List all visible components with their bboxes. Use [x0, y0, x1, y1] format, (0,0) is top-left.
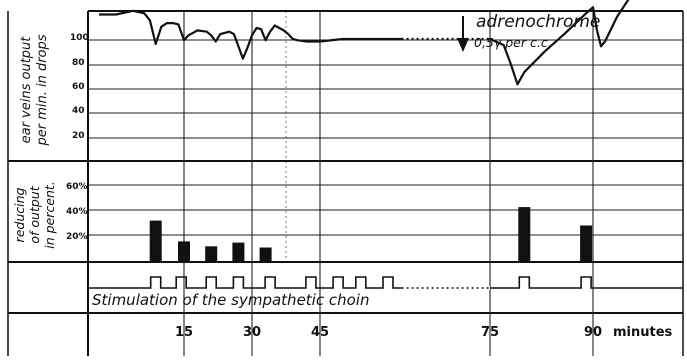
x-tick-labels: 15 30 45 75 90: [175, 325, 602, 340]
output-ylabel-line2: per min. in drops: [35, 34, 50, 146]
adrenochrome-label: adrenochrome: [476, 12, 600, 32]
output-ytick-60: 60: [72, 82, 85, 92]
reduction-bar-4: [259, 247, 272, 261]
output-ytick-20: 20: [72, 131, 85, 141]
reduction-bar-6: [580, 225, 593, 261]
x-tick-15: 15: [175, 325, 193, 340]
reduction-ylabel-line1: reducing: [12, 187, 27, 242]
stimulation-pulse-2: [206, 277, 216, 288]
stimulation-pulse-3: [233, 277, 243, 288]
reduction-ytick-20: 20%: [66, 232, 88, 242]
output-line-series: [99, 0, 630, 86]
output-ytick-100: 100: [70, 33, 89, 43]
x-unit-label: minutes: [613, 325, 673, 340]
output-ylabel-line1: ear veins output: [19, 36, 34, 144]
reduction-bars: [149, 207, 593, 261]
x-tick-90: 90: [584, 325, 602, 340]
output-line-part-2: [489, 0, 630, 86]
x-tick-30: 30: [243, 325, 261, 340]
stimulation-pulse-4: [265, 277, 275, 288]
output-ytick-80: 80: [72, 58, 85, 68]
stimulation-label: Stimulation of the sympathetic choin: [92, 291, 369, 309]
x-tick-45: 45: [311, 325, 329, 340]
reduction-bar-3: [232, 242, 245, 261]
stimulation-pulse-10: [581, 277, 591, 288]
reduction-ytick-60: 60%: [66, 182, 88, 192]
stimulation-pulse-9: [519, 277, 529, 288]
stimulation-pulse-train: [88, 276, 683, 290]
stimulation-pulse-1: [176, 277, 186, 288]
stimulation-pulse-8: [383, 277, 393, 288]
stimulation-pulse-7: [356, 277, 366, 288]
stimulation-pulse-5: [306, 277, 316, 288]
adrenochrome-dose-label: 0,5γ per c.c.: [474, 35, 552, 50]
reduction-bar-5: [518, 207, 531, 261]
output-line-part-1: [99, 9, 402, 60]
chart-frame: [7, 10, 684, 356]
reduction-bar-0: [149, 220, 162, 261]
reduction-ylabel-line3: in percent.: [42, 181, 57, 249]
x-tick-75: 75: [481, 325, 499, 340]
output-ytick-40: 40: [72, 106, 85, 116]
stimulation-trace: [88, 276, 683, 289]
reduction-bar-1: [178, 241, 190, 261]
stimulation-pulse-6: [333, 277, 343, 288]
grid-lines: [88, 11, 683, 356]
reduction-ylabel-line2: of output: [27, 185, 42, 243]
adrenochrome-arrow: [457, 16, 469, 52]
stimulation-pulse-0: [151, 277, 161, 288]
reduction-bar-2: [205, 246, 218, 261]
reduction-ytick-40: 40%: [66, 207, 88, 217]
